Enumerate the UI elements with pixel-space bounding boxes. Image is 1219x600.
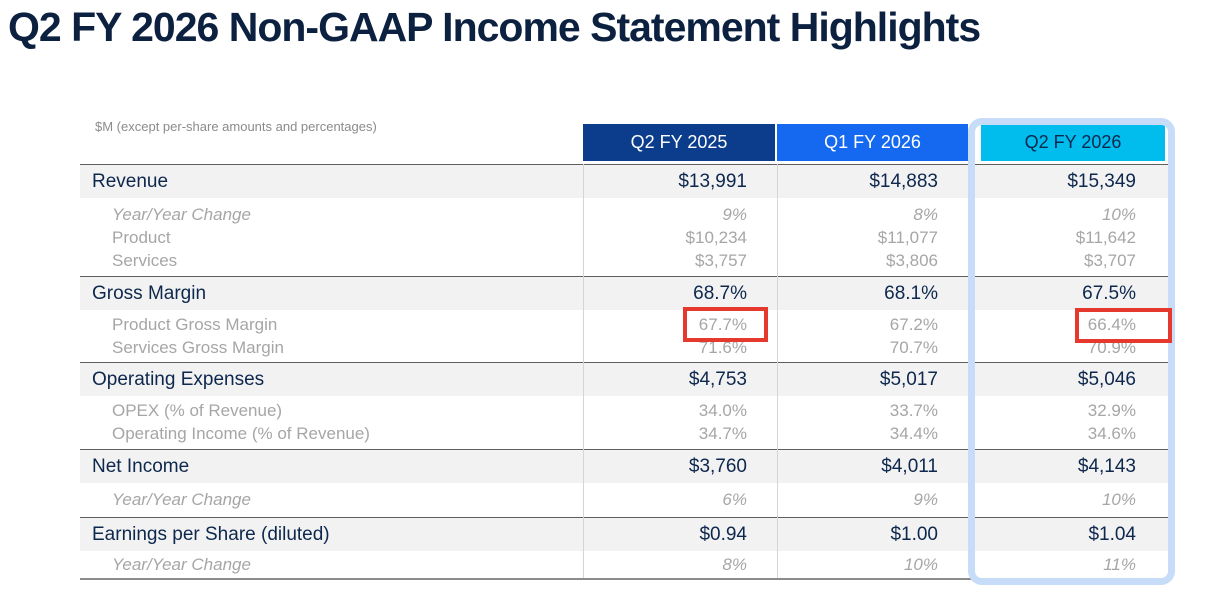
cell-value: $3,757 — [695, 250, 747, 270]
cell-value: $5,017 — [879, 368, 938, 390]
column-header-q2-fy2025: Q2 FY 2025 — [583, 124, 775, 161]
cell-value: 67.5% — [1082, 282, 1136, 304]
cell-value: $5,046 — [1077, 368, 1136, 390]
column-header-q1-fy2026: Q1 FY 2026 — [777, 124, 968, 161]
cell-value: 34.7% — [698, 423, 747, 443]
cell-value: $3,707 — [1084, 250, 1136, 270]
table-row-product-gross-margin: Product Gross Margin 67.7% 67.2% 66.4% — [80, 313, 1168, 336]
cell-value: 9% — [913, 489, 938, 509]
gross-margin-subrows: Product Gross Margin 67.7% 67.2% 66.4% S… — [80, 310, 1168, 362]
cell-value: $0.94 — [699, 523, 747, 545]
cell-value: $11,642 — [1075, 227, 1136, 247]
eps-subrows: Year/Year Change 8% 10% 11% — [80, 551, 1168, 578]
table-row-revenue: Revenue $13,991 $14,883 $15,349 — [80, 164, 1168, 198]
cell-value: 68.1% — [884, 282, 938, 304]
table-bottom-border — [80, 578, 1168, 580]
row-label: Services — [112, 250, 178, 270]
cell-value: 66.4% — [1087, 314, 1136, 334]
cell-value: 9% — [722, 204, 747, 224]
column-divider-line — [777, 164, 778, 578]
income-statement-table: Q2 FY 2025 Q1 FY 2026 Q2 FY 2026 Revenue… — [80, 124, 1168, 580]
cell-value: 8% — [722, 554, 747, 574]
cell-value: 34.0% — [698, 400, 747, 420]
row-label: Gross Margin — [92, 282, 207, 304]
net-income-subrows: Year/Year Change 6% 9% 10% — [80, 483, 1168, 517]
table-row-revenue-yoy: Year/Year Change 9% 8% 10% — [80, 203, 1168, 226]
cell-value: 10% — [1101, 489, 1136, 509]
row-label: OPEX (% of Revenue) — [112, 400, 283, 420]
table-row-revenue-product: Product $10,234 $11,077 $11,642 — [80, 226, 1168, 249]
table-row-services-gross-margin: Services Gross Margin 71.6% 70.7% 70.9% — [80, 336, 1168, 359]
cell-value: 32.9% — [1087, 400, 1136, 420]
cell-value: $10,234 — [685, 227, 747, 247]
table-row-operating-income-pct: Operating Income (% of Revenue) 34.7% 34… — [80, 422, 1168, 445]
table-row-opex-pct: OPEX (% of Revenue) 34.0% 33.7% 32.9% — [80, 399, 1168, 422]
row-label: Earnings per Share (diluted) — [92, 523, 330, 545]
column-divider-line — [583, 164, 584, 578]
cell-value: 8% — [913, 204, 938, 224]
row-label: Revenue — [92, 170, 169, 192]
row-label: Operating Expenses — [92, 368, 265, 390]
row-label: Operating Income (% of Revenue) — [112, 423, 370, 443]
row-label: Product Gross Margin — [112, 314, 278, 334]
cell-value: 34.4% — [889, 423, 938, 443]
table-row-net-income-yoy: Year/Year Change 6% 9% 10% — [80, 488, 1168, 511]
cell-value: $3,806 — [886, 250, 938, 270]
table-row-eps: Earnings per Share (diluted) $0.94 $1.00… — [80, 517, 1168, 551]
cell-value: $4,753 — [688, 368, 747, 390]
cell-value: 68.7% — [693, 282, 747, 304]
units-note: $M (except per-share amounts and percent… — [95, 119, 377, 134]
table-row-eps-yoy: Year/Year Change 8% 10% 11% — [80, 553, 1168, 576]
table-header-row: Q2 FY 2025 Q1 FY 2026 Q2 FY 2026 — [80, 124, 1168, 164]
cell-value: $3,760 — [688, 455, 747, 477]
cell-value: 10% — [1101, 204, 1136, 224]
row-label: Year/Year Change — [112, 554, 251, 574]
row-label: Year/Year Change — [112, 489, 251, 509]
row-label: Year/Year Change — [112, 204, 251, 224]
cell-value: 67.7% — [698, 314, 747, 334]
row-label: Net Income — [92, 455, 190, 477]
page-title: Q2 FY 2026 Non-GAAP Income Statement Hig… — [8, 4, 981, 50]
cell-value: $1.04 — [1088, 523, 1136, 545]
row-label: Product — [112, 227, 171, 247]
cell-value: 6% — [722, 489, 747, 509]
cell-value: 70.7% — [889, 337, 938, 357]
cell-value: $4,011 — [881, 455, 938, 477]
cell-value: 11% — [1103, 554, 1136, 574]
cell-value: $11,077 — [877, 227, 938, 247]
cell-value: 10% — [903, 554, 938, 574]
cell-value: 33.7% — [889, 400, 938, 420]
cell-value: 71.6% — [698, 337, 747, 357]
cell-value: 67.2% — [889, 314, 938, 334]
cell-value: $4,143 — [1077, 455, 1136, 477]
row-label: Services Gross Margin — [112, 337, 284, 357]
column-header-q2-fy2026-highlighted: Q2 FY 2026 — [981, 124, 1165, 161]
cell-value: $15,349 — [1067, 170, 1136, 192]
table-row-net-income: Net Income $3,760 $4,011 $4,143 — [80, 449, 1168, 483]
cell-value: $14,883 — [869, 170, 938, 192]
cell-value: 34.6% — [1087, 423, 1136, 443]
table-row-operating-expenses: Operating Expenses $4,753 $5,017 $5,046 — [80, 362, 1168, 396]
cell-value: $1.00 — [890, 523, 938, 545]
cell-value: 70.9% — [1087, 337, 1136, 357]
cell-value: $13,991 — [678, 170, 747, 192]
operating-expenses-subrows: OPEX (% of Revenue) 34.0% 33.7% 32.9% Op… — [80, 396, 1168, 449]
table-row-revenue-services: Services $3,757 $3,806 $3,707 — [80, 249, 1168, 272]
table-row-gross-margin: Gross Margin 68.7% 68.1% 67.5% — [80, 276, 1168, 310]
revenue-subrows: Year/Year Change 9% 8% 10% Product $10,2… — [80, 198, 1168, 276]
